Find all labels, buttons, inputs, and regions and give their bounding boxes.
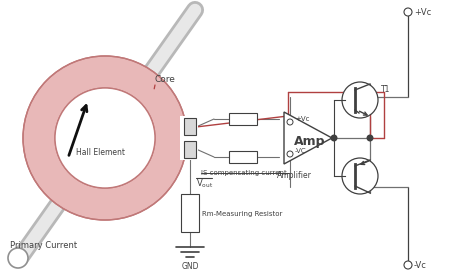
Circle shape xyxy=(342,158,378,194)
Text: GND: GND xyxy=(182,262,200,271)
Bar xyxy=(229,151,257,163)
Text: Rm-Measuring Resistor: Rm-Measuring Resistor xyxy=(202,211,283,217)
Text: +Vc: +Vc xyxy=(414,8,431,17)
Bar xyxy=(184,118,196,135)
Circle shape xyxy=(404,261,412,269)
Text: Hall Element: Hall Element xyxy=(76,148,125,157)
Text: Amp: Amp xyxy=(294,136,326,148)
Bar xyxy=(184,141,196,158)
Text: IS compensating current: IS compensating current xyxy=(201,170,287,176)
Circle shape xyxy=(287,151,293,157)
Text: Amplifier: Amplifier xyxy=(276,171,311,180)
Text: -VC: -VC xyxy=(295,148,307,154)
Bar xyxy=(229,113,257,125)
Text: T1: T1 xyxy=(381,85,391,94)
Text: V$_{\rm out}$: V$_{\rm out}$ xyxy=(196,177,213,190)
Text: Primary Current: Primary Current xyxy=(10,241,77,250)
Circle shape xyxy=(330,134,337,141)
Circle shape xyxy=(404,8,412,16)
Circle shape xyxy=(8,248,28,268)
Text: +Vc: +Vc xyxy=(295,116,310,122)
Bar xyxy=(181,194,199,232)
Text: -Vc: -Vc xyxy=(414,261,427,270)
Circle shape xyxy=(366,134,374,141)
Text: Core: Core xyxy=(155,75,176,84)
Circle shape xyxy=(287,119,293,125)
Circle shape xyxy=(55,88,155,188)
Circle shape xyxy=(342,82,378,118)
Bar xyxy=(180,116,198,160)
Polygon shape xyxy=(284,112,332,164)
